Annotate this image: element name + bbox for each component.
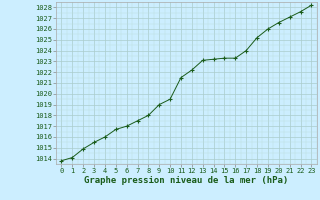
X-axis label: Graphe pression niveau de la mer (hPa): Graphe pression niveau de la mer (hPa) <box>84 176 289 185</box>
